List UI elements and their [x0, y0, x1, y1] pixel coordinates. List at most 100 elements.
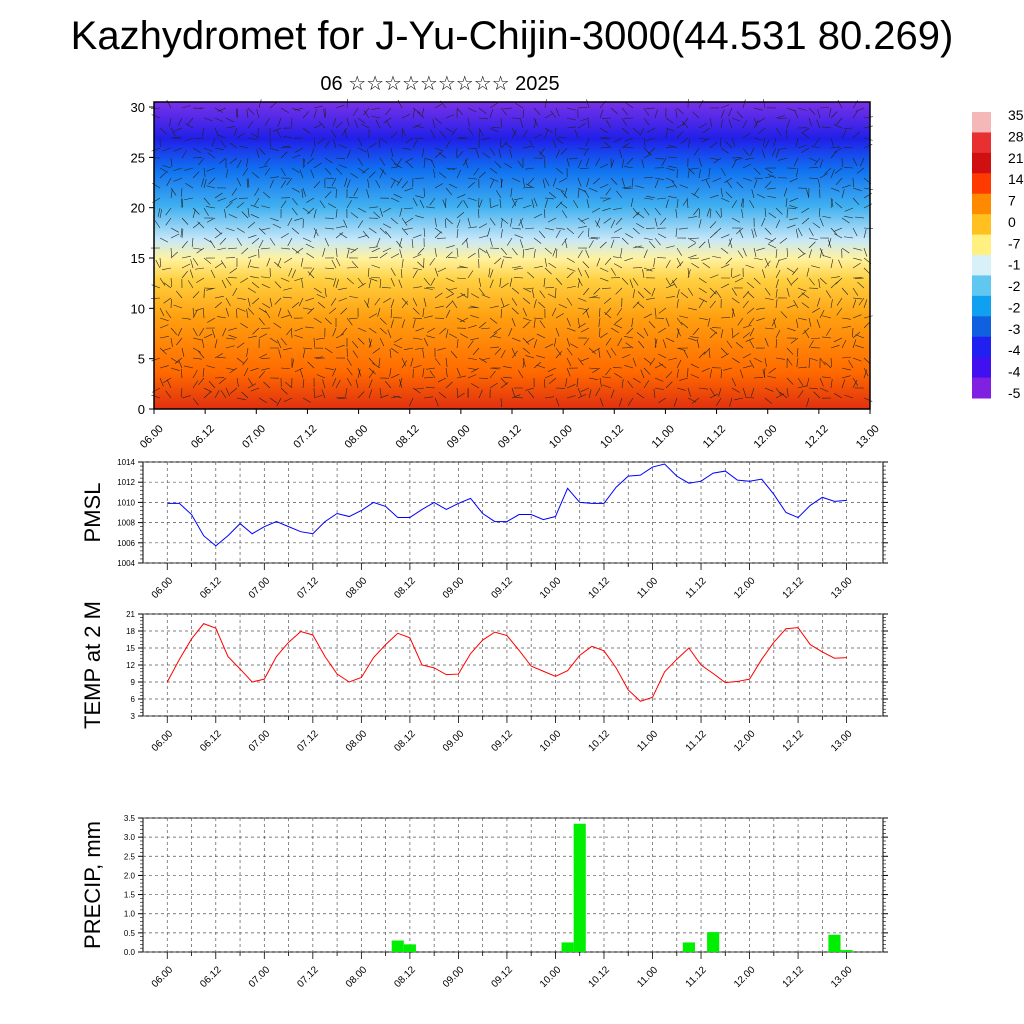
wind-barb	[636, 332, 645, 339]
wind-barb	[566, 117, 576, 121]
wind-barb	[731, 159, 737, 169]
wind-barb	[467, 252, 476, 259]
wind-barb	[757, 117, 766, 123]
wind-barb	[162, 165, 172, 169]
wind-barb	[378, 139, 381, 149]
wind-barb	[478, 223, 488, 229]
wind-barb	[687, 287, 694, 296]
wind-barb	[836, 307, 843, 316]
wind-barb	[360, 123, 370, 129]
y-tick-label: 1010	[117, 498, 135, 507]
wind-barb	[511, 129, 517, 139]
wind-barb	[434, 183, 443, 189]
wind-barb	[662, 339, 667, 349]
wind-barb	[310, 147, 315, 157]
wind-barb	[720, 109, 725, 119]
wind-barb	[577, 277, 583, 287]
wind-barb	[258, 307, 267, 313]
wind-barb	[357, 391, 365, 399]
wind-barb	[613, 256, 623, 259]
wind-barb	[430, 277, 436, 286]
wind-barb	[368, 357, 376, 365]
wind-barb	[720, 147, 729, 154]
wind-barb	[258, 147, 266, 155]
wind-barb	[720, 197, 730, 202]
wind-barb	[635, 185, 645, 189]
x-tick-label: 10.12	[586, 575, 612, 601]
wind-barb	[385, 230, 392, 239]
wind-barb	[605, 367, 612, 376]
colorbar-swatch	[972, 316, 991, 338]
wind-barb	[577, 387, 582, 397]
wind-barb	[284, 257, 293, 263]
wind-barb	[544, 257, 547, 267]
wind-barb	[291, 207, 298, 216]
wind-barb	[632, 227, 640, 235]
wind-barb	[584, 190, 590, 199]
wind-barb	[574, 129, 579, 139]
wind-barb	[489, 167, 498, 174]
wind-barb	[586, 199, 590, 209]
wind-barb	[522, 129, 528, 139]
wind-barb	[632, 289, 636, 299]
wind-barb	[654, 339, 658, 349]
wind-barb	[643, 267, 653, 272]
wind-barb	[712, 177, 722, 182]
wind-barb	[381, 287, 392, 289]
wind-barb	[427, 327, 436, 333]
wind-barb	[489, 127, 499, 133]
wind-barb	[630, 197, 634, 207]
colorbar-label: -5	[1008, 385, 1021, 401]
wind-barb	[555, 107, 560, 117]
wind-barb	[346, 98, 348, 109]
wind-barb	[256, 109, 260, 119]
wind-barb	[786, 287, 790, 297]
wind-barb	[302, 397, 311, 403]
wind-barb	[459, 317, 469, 323]
wind-barb	[437, 377, 447, 383]
wind-barb	[714, 227, 722, 235]
wind-barb	[833, 124, 843, 129]
wind-barb	[368, 171, 376, 179]
wind-barb	[709, 142, 718, 149]
wind-barb	[533, 249, 536, 259]
wind-barb	[379, 137, 388, 144]
wind-barb	[863, 321, 871, 329]
wind-barb	[478, 357, 487, 363]
wind-barb	[211, 137, 216, 147]
colorbar-label: -4	[1008, 342, 1021, 358]
wind-barb	[247, 120, 254, 129]
x-tick-label: 09.00	[441, 964, 467, 990]
wind-barb	[604, 311, 612, 319]
wind-barb	[625, 102, 634, 109]
wind-barb	[307, 361, 315, 369]
y-tick-label: 3.5	[124, 814, 136, 823]
heatmap-x-tick-label: 06.00	[138, 423, 166, 451]
wind-barb	[797, 366, 807, 369]
wind-barb	[357, 147, 367, 153]
wind-barb	[687, 269, 691, 279]
wind-barb	[429, 257, 436, 266]
wind-barb	[252, 327, 260, 335]
wind-barb	[335, 257, 341, 267]
wind-barb	[795, 229, 799, 239]
wind-barb	[709, 393, 719, 399]
wind-barb	[561, 210, 568, 219]
wind-barb	[195, 307, 205, 311]
wind-barb	[500, 349, 506, 359]
wind-barb	[170, 227, 180, 233]
wind-barb	[814, 157, 821, 166]
wind-barb	[266, 257, 271, 267]
wind-barb	[617, 337, 623, 346]
wind-barb	[434, 305, 444, 309]
x-tick-label: 12.00	[732, 728, 758, 754]
wind-barb	[247, 377, 254, 386]
wind-barb	[852, 299, 857, 309]
wind-barb	[494, 257, 502, 265]
wind-barb	[852, 327, 854, 338]
heatmap-x-tick-label: 11.00	[650, 423, 677, 450]
wind-barb	[860, 157, 865, 167]
wind-barb	[841, 317, 851, 320]
wind-barb	[250, 387, 260, 392]
wind-barb	[379, 227, 387, 235]
